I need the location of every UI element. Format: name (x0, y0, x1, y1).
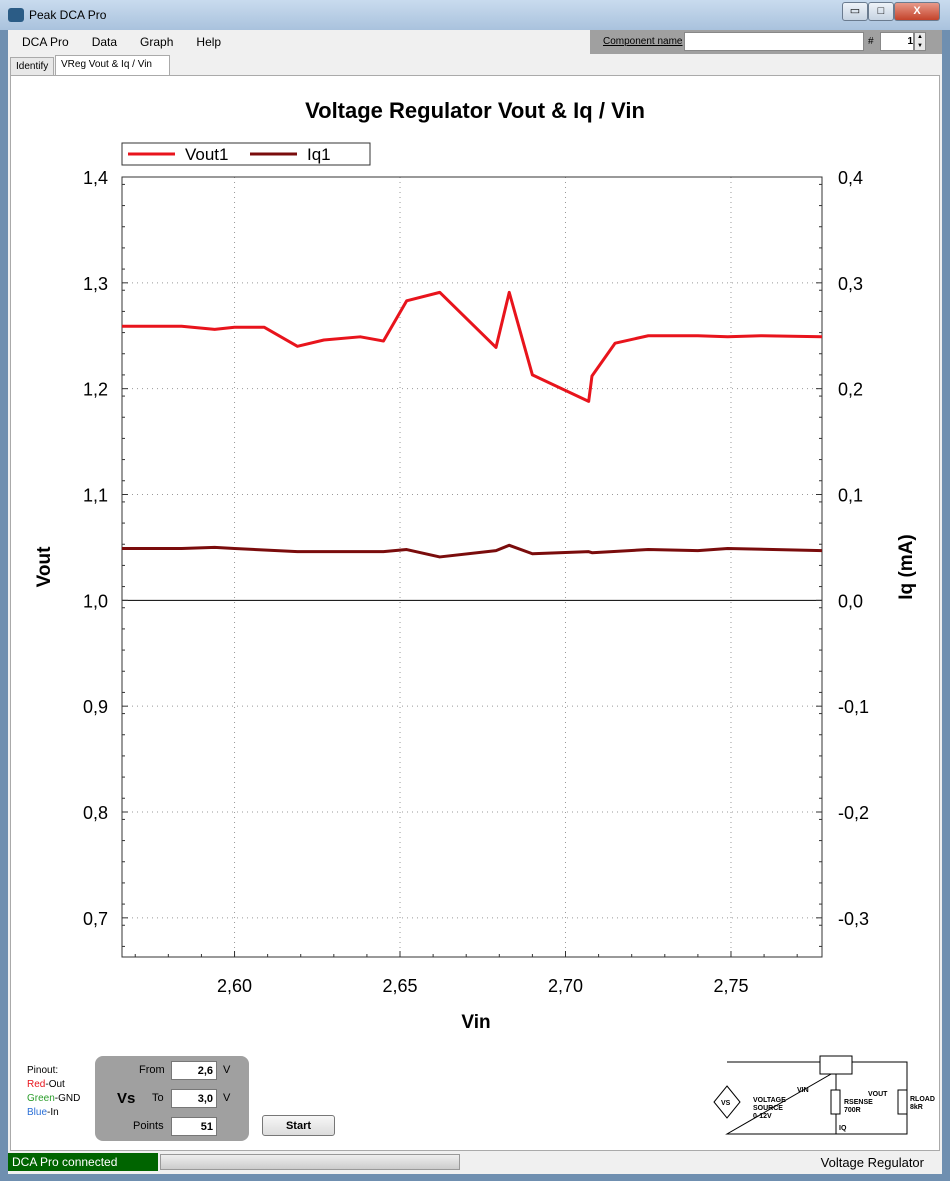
vin-label: VIN (797, 1087, 809, 1094)
hash-label: # (868, 36, 874, 47)
y-tick-label: 1,4 (83, 168, 108, 188)
close-button[interactable]: X (894, 2, 940, 21)
y-tick-label: 1,2 (83, 380, 108, 400)
rload-value: 8kR (910, 1104, 923, 1111)
y2-tick-label: 0,3 (838, 274, 863, 294)
y-tick-label: 1,1 (83, 486, 108, 506)
sweep-panel: Vs From V To V Points (95, 1056, 249, 1141)
pin-blue-desc: -In (47, 1107, 59, 1118)
graph-page (10, 75, 940, 1151)
points-input[interactable] (171, 1117, 217, 1136)
maximize-button[interactable]: □ (868, 2, 894, 21)
rsense-value: 700R (844, 1107, 861, 1114)
points-label: Points (133, 1120, 164, 1132)
component-number-input[interactable] (880, 32, 914, 51)
pin-green-desc: -GND (54, 1093, 81, 1104)
vs-label: Vs (117, 1090, 136, 1107)
rload-label: RLOAD (910, 1096, 935, 1103)
component-panel: Component name # ▲▼ (590, 30, 942, 54)
y-tick-label: 1,3 (83, 274, 108, 294)
y2-tick-label: -0,2 (838, 803, 869, 823)
circuit-diagram: VS VOLTAGE SOURCE 0-12V RSENSE 700R RLOA… (713, 1055, 935, 1135)
pin-red-desc: -Out (45, 1079, 65, 1090)
pin-red: Red (27, 1079, 46, 1090)
component-name-label: Component name (603, 36, 683, 47)
x-tick-label: 2,70 (548, 976, 583, 996)
progress-bar (160, 1154, 460, 1170)
y-axis-label: Vout (34, 546, 55, 587)
legend-iq1: Iq1 (307, 145, 331, 164)
pin-blue: Blue (27, 1107, 48, 1118)
x-tick-label: 2,60 (217, 976, 252, 996)
title-bar: Peak DCA Pro ▭ □ X (0, 0, 950, 30)
y2-tick-label: 0,2 (838, 380, 863, 400)
to-unit: V (223, 1092, 231, 1104)
minimize-button[interactable]: ▭ (842, 2, 868, 21)
vout-label: VOUT (868, 1091, 888, 1098)
number-spinner[interactable]: ▲ ▼ (914, 32, 926, 51)
series-vout1-line (122, 290, 823, 403)
menu-help[interactable]: Help (196, 35, 222, 49)
vs-symbol: VS (721, 1100, 731, 1107)
connection-status: DCA Pro connected (8, 1153, 158, 1171)
menu-graph[interactable]: Graph (140, 35, 174, 49)
app-icon (8, 8, 24, 22)
tab-identify[interactable]: Identify (10, 57, 54, 75)
menu-data[interactable]: Data (91, 35, 118, 49)
client-area: DCA Pro Data Graph Help Component name #… (8, 30, 942, 1174)
x-axis-label: Vin (461, 1012, 490, 1033)
y-tick-label: 0,7 (83, 909, 108, 929)
y2-tick-label: -0,3 (838, 909, 869, 929)
menu-bar: DCA Pro Data Graph Help (8, 30, 230, 52)
series-iq1-line (122, 543, 823, 559)
y2-tick-label: 0,1 (838, 486, 863, 506)
y2-tick-label: 0,0 (838, 591, 863, 611)
pinout: Pinout: Red-Out Green-GND Blue-In (27, 1064, 80, 1120)
from-label: From (139, 1064, 165, 1076)
y-tick-label: 0,9 (83, 697, 108, 717)
component-type: Voltage Regulator (820, 1155, 924, 1170)
x-tick-label: 2,65 (382, 976, 417, 996)
from-input[interactable] (171, 1061, 217, 1080)
component-name-input[interactable] (684, 32, 864, 51)
y2-tick-label: 0,4 (838, 168, 863, 188)
menu-dca-pro[interactable]: DCA Pro (22, 35, 69, 49)
legend-vout1: Vout1 (185, 145, 229, 164)
tab-vreg[interactable]: VReg Vout & Iq / Vin (55, 55, 170, 76)
source-range: 0-12V (753, 1113, 772, 1120)
window-title: Peak DCA Pro (29, 8, 107, 22)
chart-title: Voltage Regulator Vout & Iq / Vin (305, 98, 645, 123)
start-button[interactable]: Start (262, 1115, 335, 1136)
y-tick-label: 1,0 (83, 591, 108, 611)
to-input[interactable] (171, 1089, 217, 1108)
y2-axis-label: Iq (mA) (896, 534, 917, 599)
pin-green: Green (27, 1093, 55, 1104)
status-bar: DCA Pro connected Voltage Regulator (8, 1152, 942, 1174)
iq-label: IQ (839, 1125, 847, 1132)
legend: Vout1 Iq1 (121, 142, 371, 166)
chart: Voltage Regulator Vout & Iq / Vin 2,60 2,… (34, 98, 917, 1033)
source-label-2: SOURCE (753, 1105, 783, 1112)
to-label: To (152, 1092, 164, 1104)
source-label: VOLTAGE (753, 1097, 786, 1104)
plot-frame (121, 176, 823, 958)
pinout-title: Pinout: (27, 1065, 59, 1076)
rsense-label: RSENSE (844, 1099, 873, 1106)
y2-tick-label: -0,1 (838, 697, 869, 717)
from-unit: V (223, 1064, 231, 1076)
y-tick-label: 0,8 (83, 803, 108, 823)
x-tick-label: 2,75 (713, 976, 748, 996)
